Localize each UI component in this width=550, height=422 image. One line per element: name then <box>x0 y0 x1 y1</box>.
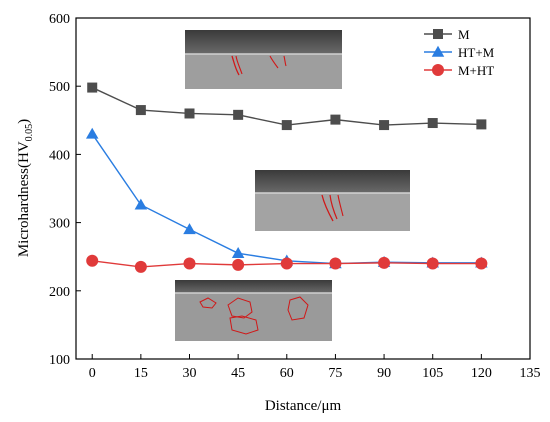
y-axis-label: Microhardness(HV0.05) <box>16 119 35 257</box>
data-point-m-ht <box>134 260 147 273</box>
legend-marker-m <box>433 29 443 39</box>
data-point-m <box>379 120 390 131</box>
x-tick-label: 60 <box>280 366 294 381</box>
series-layer <box>85 82 488 273</box>
data-point-m-ht <box>329 257 342 270</box>
data-point-m-ht <box>475 257 488 270</box>
data-point-m <box>281 120 292 131</box>
legend-marker-ht-m <box>431 45 445 57</box>
axis-ticks: 0 15 30 45 60 75 90 105 120 135 100 200 300 400 500 600 <box>49 12 541 381</box>
inset-micrograph-bottom <box>175 280 332 341</box>
plot-frame <box>75 17 531 360</box>
data-point-m-ht <box>232 258 245 271</box>
legend-label-m: M <box>458 27 470 42</box>
x-tick-label: 105 <box>422 366 443 381</box>
x-tick-label: 90 <box>377 366 391 381</box>
x-tick-label: 0 <box>89 366 96 381</box>
data-point-m <box>233 109 244 120</box>
y-tick-label: 600 <box>49 12 70 27</box>
x-tick-label: 30 <box>183 366 197 381</box>
inset-micrograph-top <box>185 30 342 89</box>
y-axis-label-subscript: 0.05 <box>24 124 35 142</box>
legend-label-ht-m: HT+M <box>458 45 495 60</box>
legend-label-m-ht: M+HT <box>458 63 494 78</box>
data-point-ht-m <box>134 198 148 210</box>
y-axis-label-close: ) <box>16 119 32 124</box>
x-tick-label: 15 <box>134 366 148 381</box>
data-point-ht-m <box>231 247 245 258</box>
x-tick-label: 135 <box>520 366 541 381</box>
data-point-m-ht <box>426 257 439 270</box>
data-point-ht-m <box>183 223 196 235</box>
data-point-m-ht <box>280 257 293 270</box>
series-line-m <box>91 86 482 126</box>
data-point-m-ht <box>183 257 196 270</box>
y-tick-label: 300 <box>49 217 70 232</box>
legend-marker-m-ht <box>432 64 444 76</box>
data-point-m-ht <box>86 254 99 267</box>
data-point-m <box>330 114 341 125</box>
data-point-ht-m <box>85 127 99 139</box>
legend: M HT+M M+HT <box>424 27 495 78</box>
y-tick-label: 200 <box>49 285 70 300</box>
y-tick-label: 500 <box>49 80 70 95</box>
data-point-m <box>135 105 146 116</box>
data-point-m <box>427 118 438 129</box>
data-point-m <box>476 119 487 130</box>
x-tick-label: 75 <box>328 366 342 381</box>
y-axis-label-main: Microhardness(HV <box>16 141 32 257</box>
x-tick-label: 45 <box>231 366 245 381</box>
x-axis-label: Distance/μm <box>265 398 342 414</box>
x-tick-label: 120 <box>471 366 492 381</box>
data-point-m <box>87 82 98 93</box>
inset-micrograph-middle <box>255 170 410 231</box>
data-point-m <box>184 108 195 119</box>
y-tick-label: 100 <box>49 353 70 368</box>
data-point-m-ht <box>378 256 391 269</box>
y-tick-label: 400 <box>49 148 70 163</box>
